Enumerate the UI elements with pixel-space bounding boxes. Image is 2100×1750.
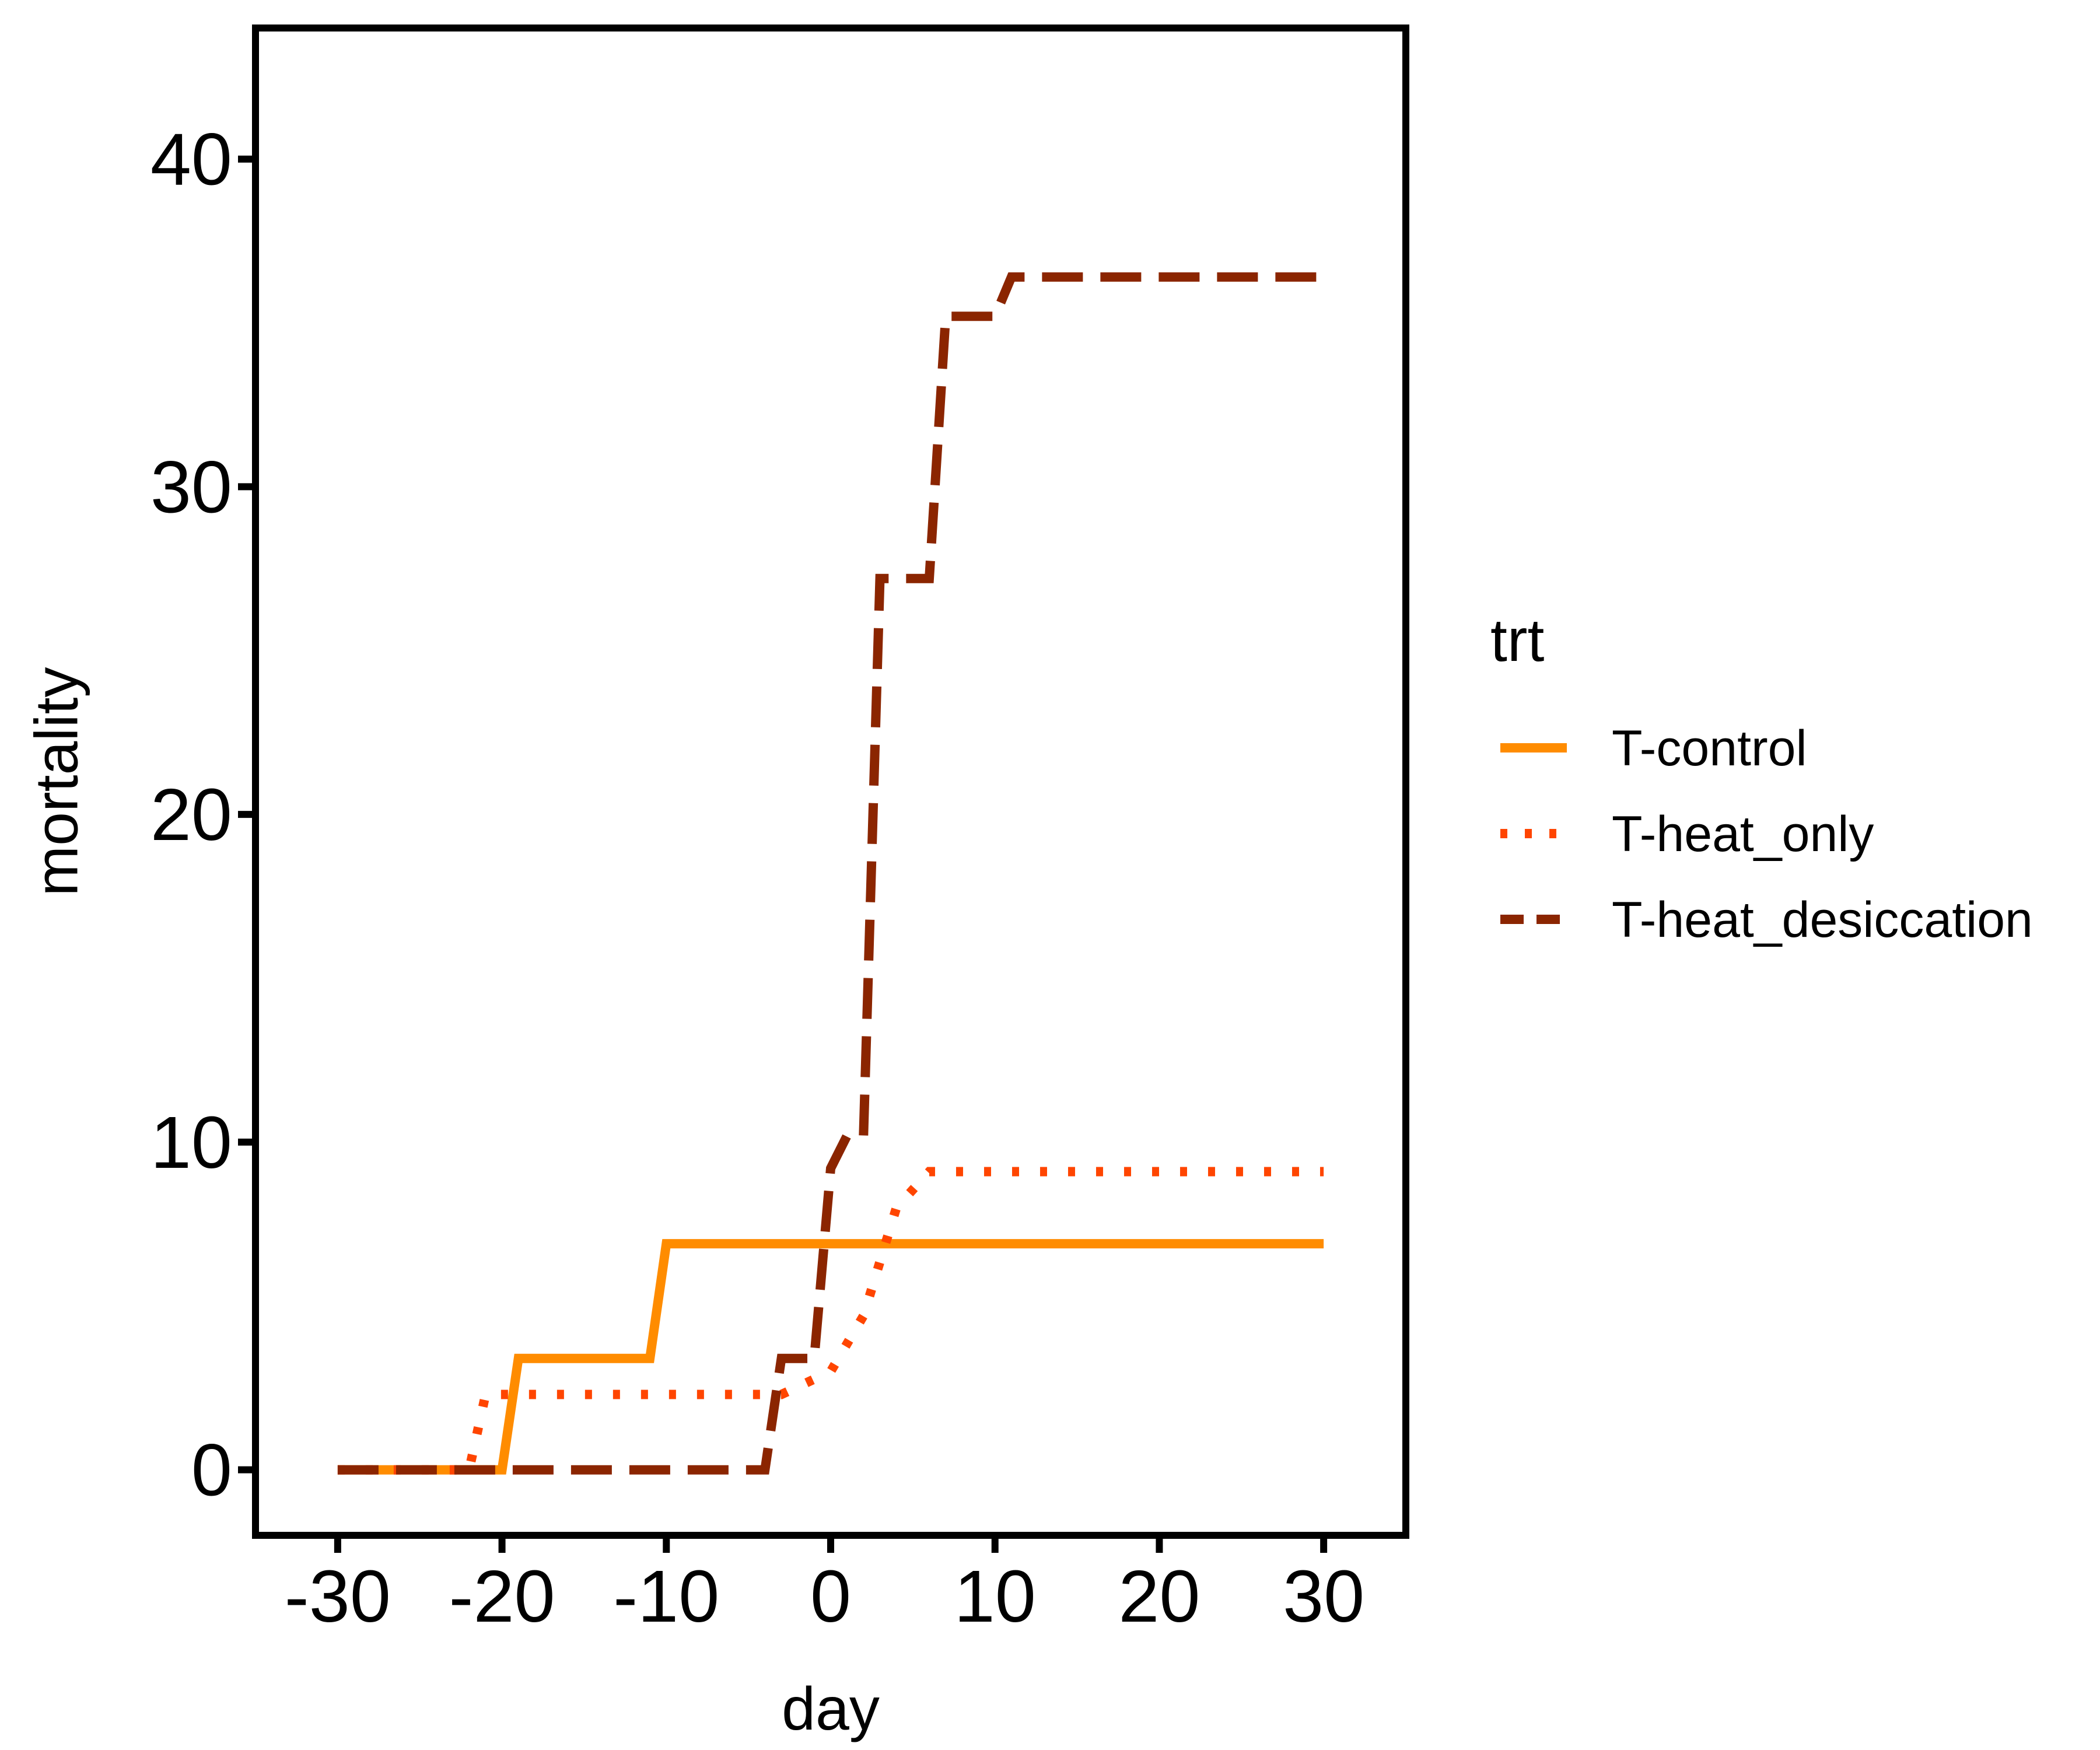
x-tick-label: 30 (1283, 1555, 1364, 1637)
legend-label: T-heat_only (1612, 806, 1874, 862)
y-tick-label: 30 (150, 446, 232, 528)
legend: trt T-control T-heat_only T-heat_desiccati… (1490, 607, 2033, 948)
series-line-t-heat-desiccation (337, 272, 1324, 1475)
x-tick-label: 10 (954, 1555, 1036, 1637)
x-tick-label: 0 (810, 1555, 851, 1637)
legend-label: T-heat_desiccation (1612, 892, 2033, 948)
legend-title: trt (1490, 607, 1545, 674)
y-tick-label: 40 (150, 118, 232, 201)
y-tick-label: 0 (191, 1429, 232, 1511)
x-tick-label: -10 (613, 1555, 719, 1637)
x-tick-label: -20 (449, 1555, 555, 1637)
x-tick-label: -30 (285, 1555, 391, 1637)
y-tick-label: 20 (150, 774, 232, 856)
y-axis-ticks: 0 10 20 30 40 (150, 118, 252, 1511)
plot-panel-border (252, 24, 1409, 1539)
series-layer (337, 272, 1324, 1475)
x-axis-ticks: -30 -20 -10 0 10 20 30 (285, 1539, 1364, 1637)
y-tick-label: 10 (150, 1101, 232, 1184)
legend-label: T-control (1612, 720, 1807, 776)
legend-items: T-control T-heat_only T-heat_desiccation (1500, 720, 2033, 948)
x-axis-title: day (782, 1675, 880, 1743)
x-tick-label: 20 (1118, 1555, 1200, 1637)
y-axis-title: mortality (23, 667, 90, 897)
